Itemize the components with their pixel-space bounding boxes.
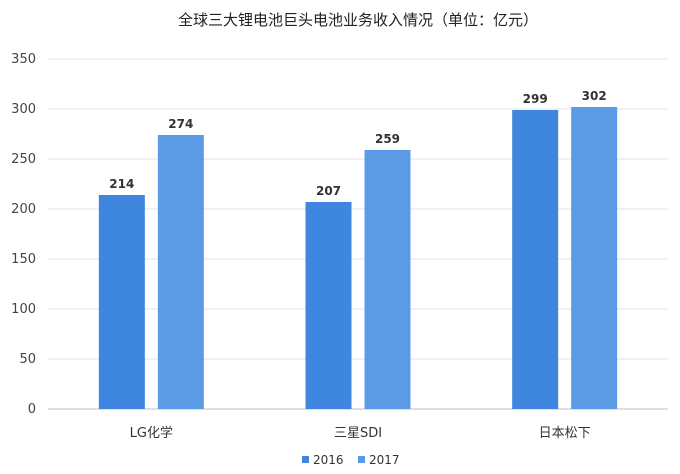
bar-2017-1 bbox=[364, 150, 411, 409]
bar-2017-2 bbox=[571, 107, 618, 409]
y-tick-label: 50 bbox=[19, 352, 36, 367]
x-tick-label: LG化学 bbox=[130, 425, 173, 441]
y-tick-label: 350 bbox=[11, 52, 36, 67]
data-label: 259 bbox=[375, 132, 400, 146]
bar-2016-2 bbox=[512, 110, 559, 409]
y-tick-label: 150 bbox=[11, 252, 36, 267]
legend-label: 2017 bbox=[369, 453, 400, 467]
legend: 2016 2017 bbox=[302, 453, 400, 467]
bar-2016-1 bbox=[305, 202, 352, 409]
data-label: 274 bbox=[168, 117, 193, 131]
bar-marks: 214 274 207 259 299 302 bbox=[98, 89, 618, 409]
y-tick-label: 200 bbox=[11, 202, 36, 217]
data-label: 214 bbox=[109, 177, 134, 191]
y-tick-label: 300 bbox=[11, 102, 36, 117]
data-label: 302 bbox=[582, 89, 607, 103]
bar-2016-0 bbox=[98, 195, 145, 409]
y-tick-label: 250 bbox=[11, 152, 36, 167]
x-tick-label: 三星SDI bbox=[334, 426, 382, 441]
chart-title: 全球三大锂电池巨头电池业务收入情况（单位：亿元） bbox=[178, 11, 538, 29]
legend-swatch bbox=[302, 456, 309, 463]
legend-swatch bbox=[358, 456, 365, 463]
data-label: 207 bbox=[316, 184, 341, 198]
data-label: 299 bbox=[523, 92, 548, 106]
legend-label: 2016 bbox=[313, 453, 344, 467]
x-axis-categories: LG化学 三星SDI 日本松下 bbox=[130, 425, 591, 441]
y-tick-label: 0 bbox=[28, 402, 36, 417]
x-tick-label: 日本松下 bbox=[539, 426, 591, 441]
y-tick-label: 100 bbox=[11, 302, 36, 317]
gridlines bbox=[48, 58, 668, 360]
y-axis-ticks: 0 50 100 150 200 250 300 350 bbox=[11, 52, 36, 417]
bar-2017-0 bbox=[157, 135, 204, 409]
